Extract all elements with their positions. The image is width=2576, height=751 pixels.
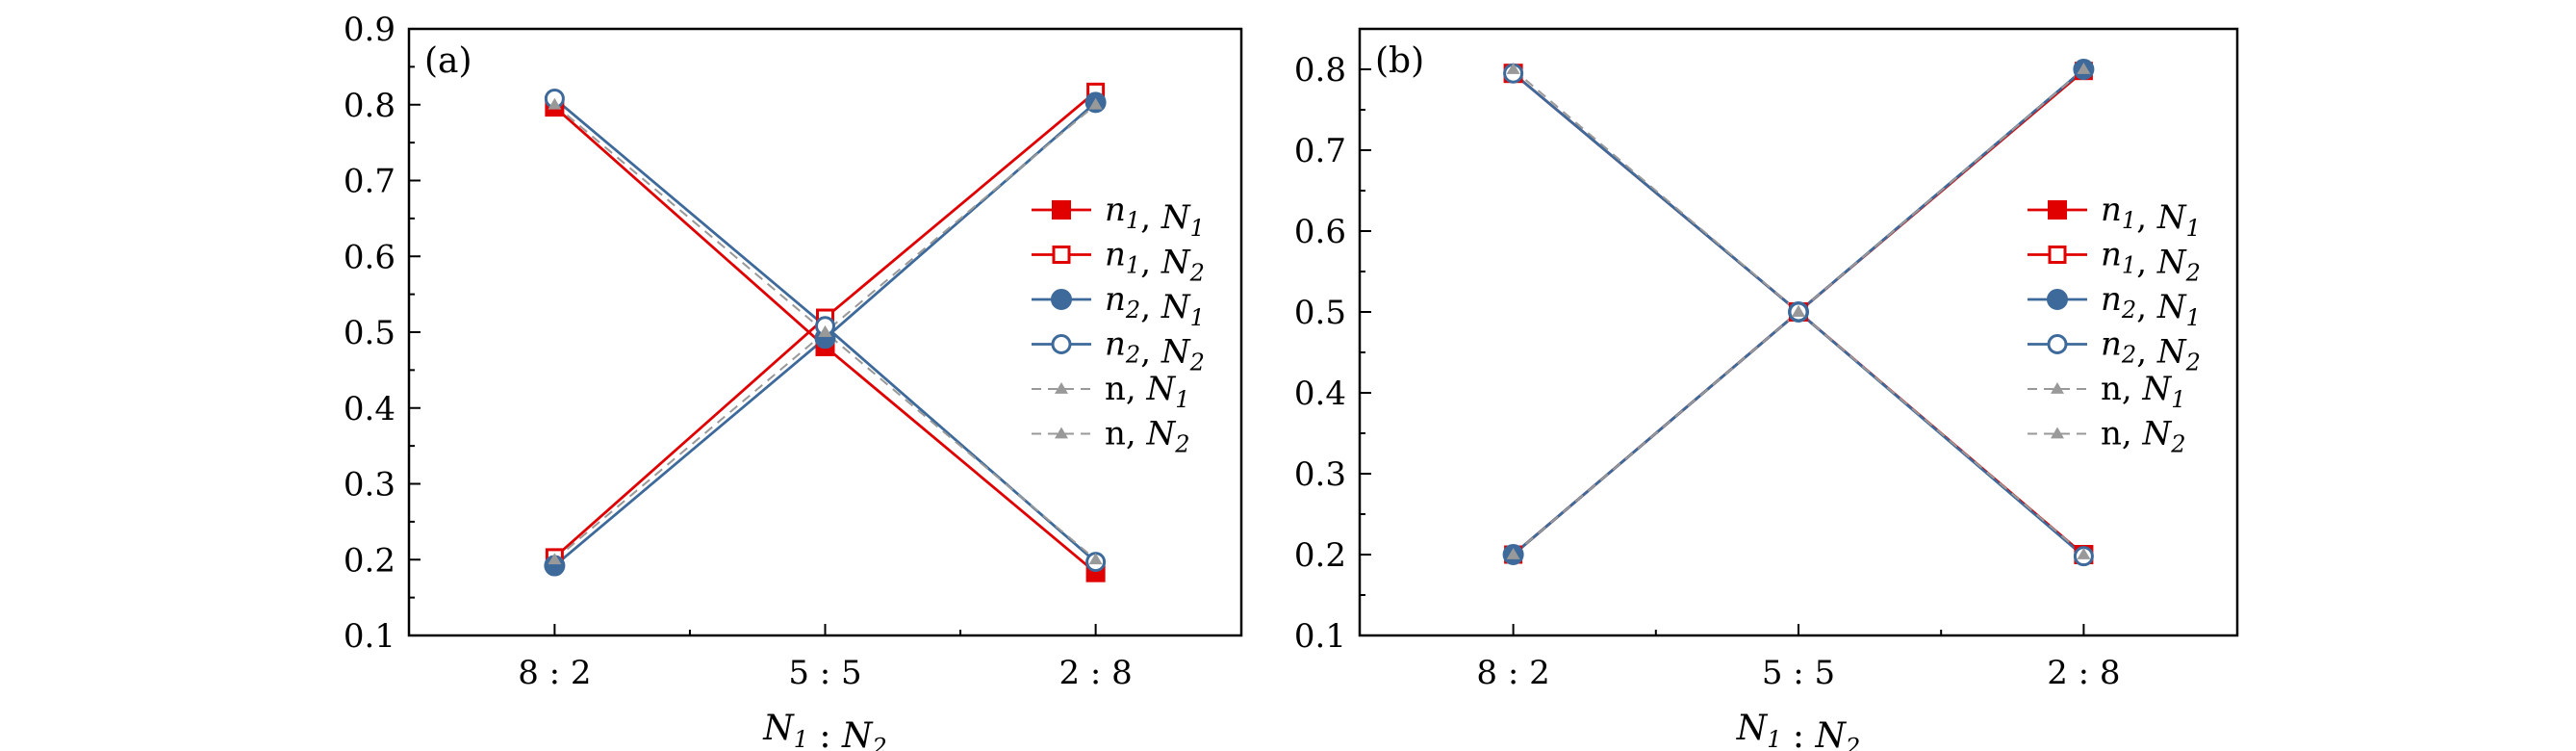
- data-point-n-n2: [1088, 553, 1103, 565]
- legend-marker-n2-n1: [1051, 289, 1072, 310]
- y-tick-label: 0.8: [1294, 51, 1346, 90]
- y-tick-label: 0.1: [1294, 617, 1346, 656]
- legend-marker-n1-n2: [1052, 246, 1071, 264]
- legend-label-n-n2: n, N2: [1105, 415, 1190, 458]
- y-tick-label: 0.7: [344, 163, 395, 201]
- data-point-n-n1: [548, 553, 562, 565]
- x-tick-label: 8 : 2: [1476, 654, 1549, 692]
- legend-label-n1-n2: n1, N2: [2101, 236, 2201, 287]
- data-point-n-n2: [548, 97, 562, 110]
- y-tick-label: 0.8: [344, 87, 395, 125]
- y-tick-label: 0.3: [1294, 455, 1346, 494]
- legend-label-n2-n1: n2, N1: [2101, 280, 2201, 331]
- legend-label-n2-n1: n2, N1: [1105, 280, 1205, 331]
- legend-label-n1-n2: n1, N2: [1105, 236, 1205, 287]
- panel-b: 0.1 0.2 0.3 0.4 0.5 0.6 0.7 0.8 8 : 2 5 : 5 2 : 8 N…: [1294, 27, 2239, 751]
- series-line-n-n1: [1512, 68, 2085, 556]
- legend-marker-n-n2: [1055, 427, 1068, 439]
- data-point-n-n2: [2077, 548, 2091, 559]
- series-line-n-n2: [553, 103, 1097, 561]
- panel-label: (b): [1375, 41, 1424, 81]
- data-point-n-n2: [818, 325, 832, 337]
- data-point-n-n2: [1506, 63, 1520, 74]
- data-point-n-n1: [2077, 63, 2091, 74]
- legend-marker-n2-n1: [2047, 289, 2068, 310]
- y-tick-label: 0.9: [344, 11, 395, 49]
- x-axis-title: N1 : N2: [762, 709, 887, 751]
- y-tick-label: 0.5: [1294, 294, 1346, 332]
- y-tick-label: 0.1: [344, 617, 395, 656]
- legend-marker-n2-n2: [1051, 334, 1072, 354]
- data-point-n-n1: [1506, 548, 1520, 559]
- panel-a: 0.1 0.2 0.3 0.4 0.5 0.6 0.7 0.8 0.9 8 : 2 5 : 5 2 :…: [344, 11, 1243, 751]
- y-tick-label: 0.4: [344, 390, 395, 428]
- legend-label-n-n1: n, N1: [2101, 370, 2186, 413]
- y-tick-label: 0.3: [344, 466, 395, 505]
- x-tick-label: 2 : 8: [1058, 654, 1132, 692]
- legend-marker-n-n2: [2051, 427, 2064, 439]
- legend-label-n2-n2: n2, N2: [2101, 325, 2201, 376]
- y-tick-label: 0.4: [1294, 375, 1346, 413]
- series-line-n-n1: [553, 103, 1097, 561]
- y-tick-label: 0.2: [344, 541, 395, 580]
- legend-marker-n-n1: [1055, 382, 1068, 394]
- legend-marker-n1-n2: [2048, 246, 2067, 264]
- x-tick-label: 8 : 2: [518, 654, 591, 692]
- legend-marker-n1-n1: [1052, 200, 1071, 220]
- legend-label-n2-n2: n2, N2: [1105, 325, 1205, 376]
- y-tick-label: 0.6: [1294, 213, 1346, 251]
- y-tick-label: 0.7: [1294, 132, 1346, 170]
- y-tick-label: 0.5: [344, 314, 395, 352]
- data-point-n-n2: [1792, 305, 1805, 317]
- legend-label-n-n1: n, N1: [1105, 370, 1190, 413]
- data-point-n-n1: [1088, 97, 1103, 110]
- legend-label-n1-n1: n1, N1: [1105, 191, 1205, 242]
- x-tick-label: 5 : 5: [788, 654, 861, 692]
- legend-marker-n-n1: [2051, 382, 2064, 394]
- x-axis-title: N1 : N2: [1736, 709, 1861, 751]
- x-tick-label: 2 : 8: [2047, 654, 2120, 692]
- legend-label-n1-n1: n1, N1: [2101, 191, 2201, 242]
- y-tick-label: 0.6: [344, 238, 395, 276]
- series-line-n-n2: [1512, 68, 2085, 556]
- x-tick-label: 5 : 5: [1762, 654, 1835, 692]
- legend-marker-n2-n2: [2047, 334, 2068, 354]
- legend-marker-n1-n1: [2048, 200, 2067, 220]
- legend-label-n-n2: n, N2: [2101, 415, 2186, 458]
- panel-label: (a): [424, 41, 472, 81]
- y-tick-label: 0.2: [1294, 536, 1346, 575]
